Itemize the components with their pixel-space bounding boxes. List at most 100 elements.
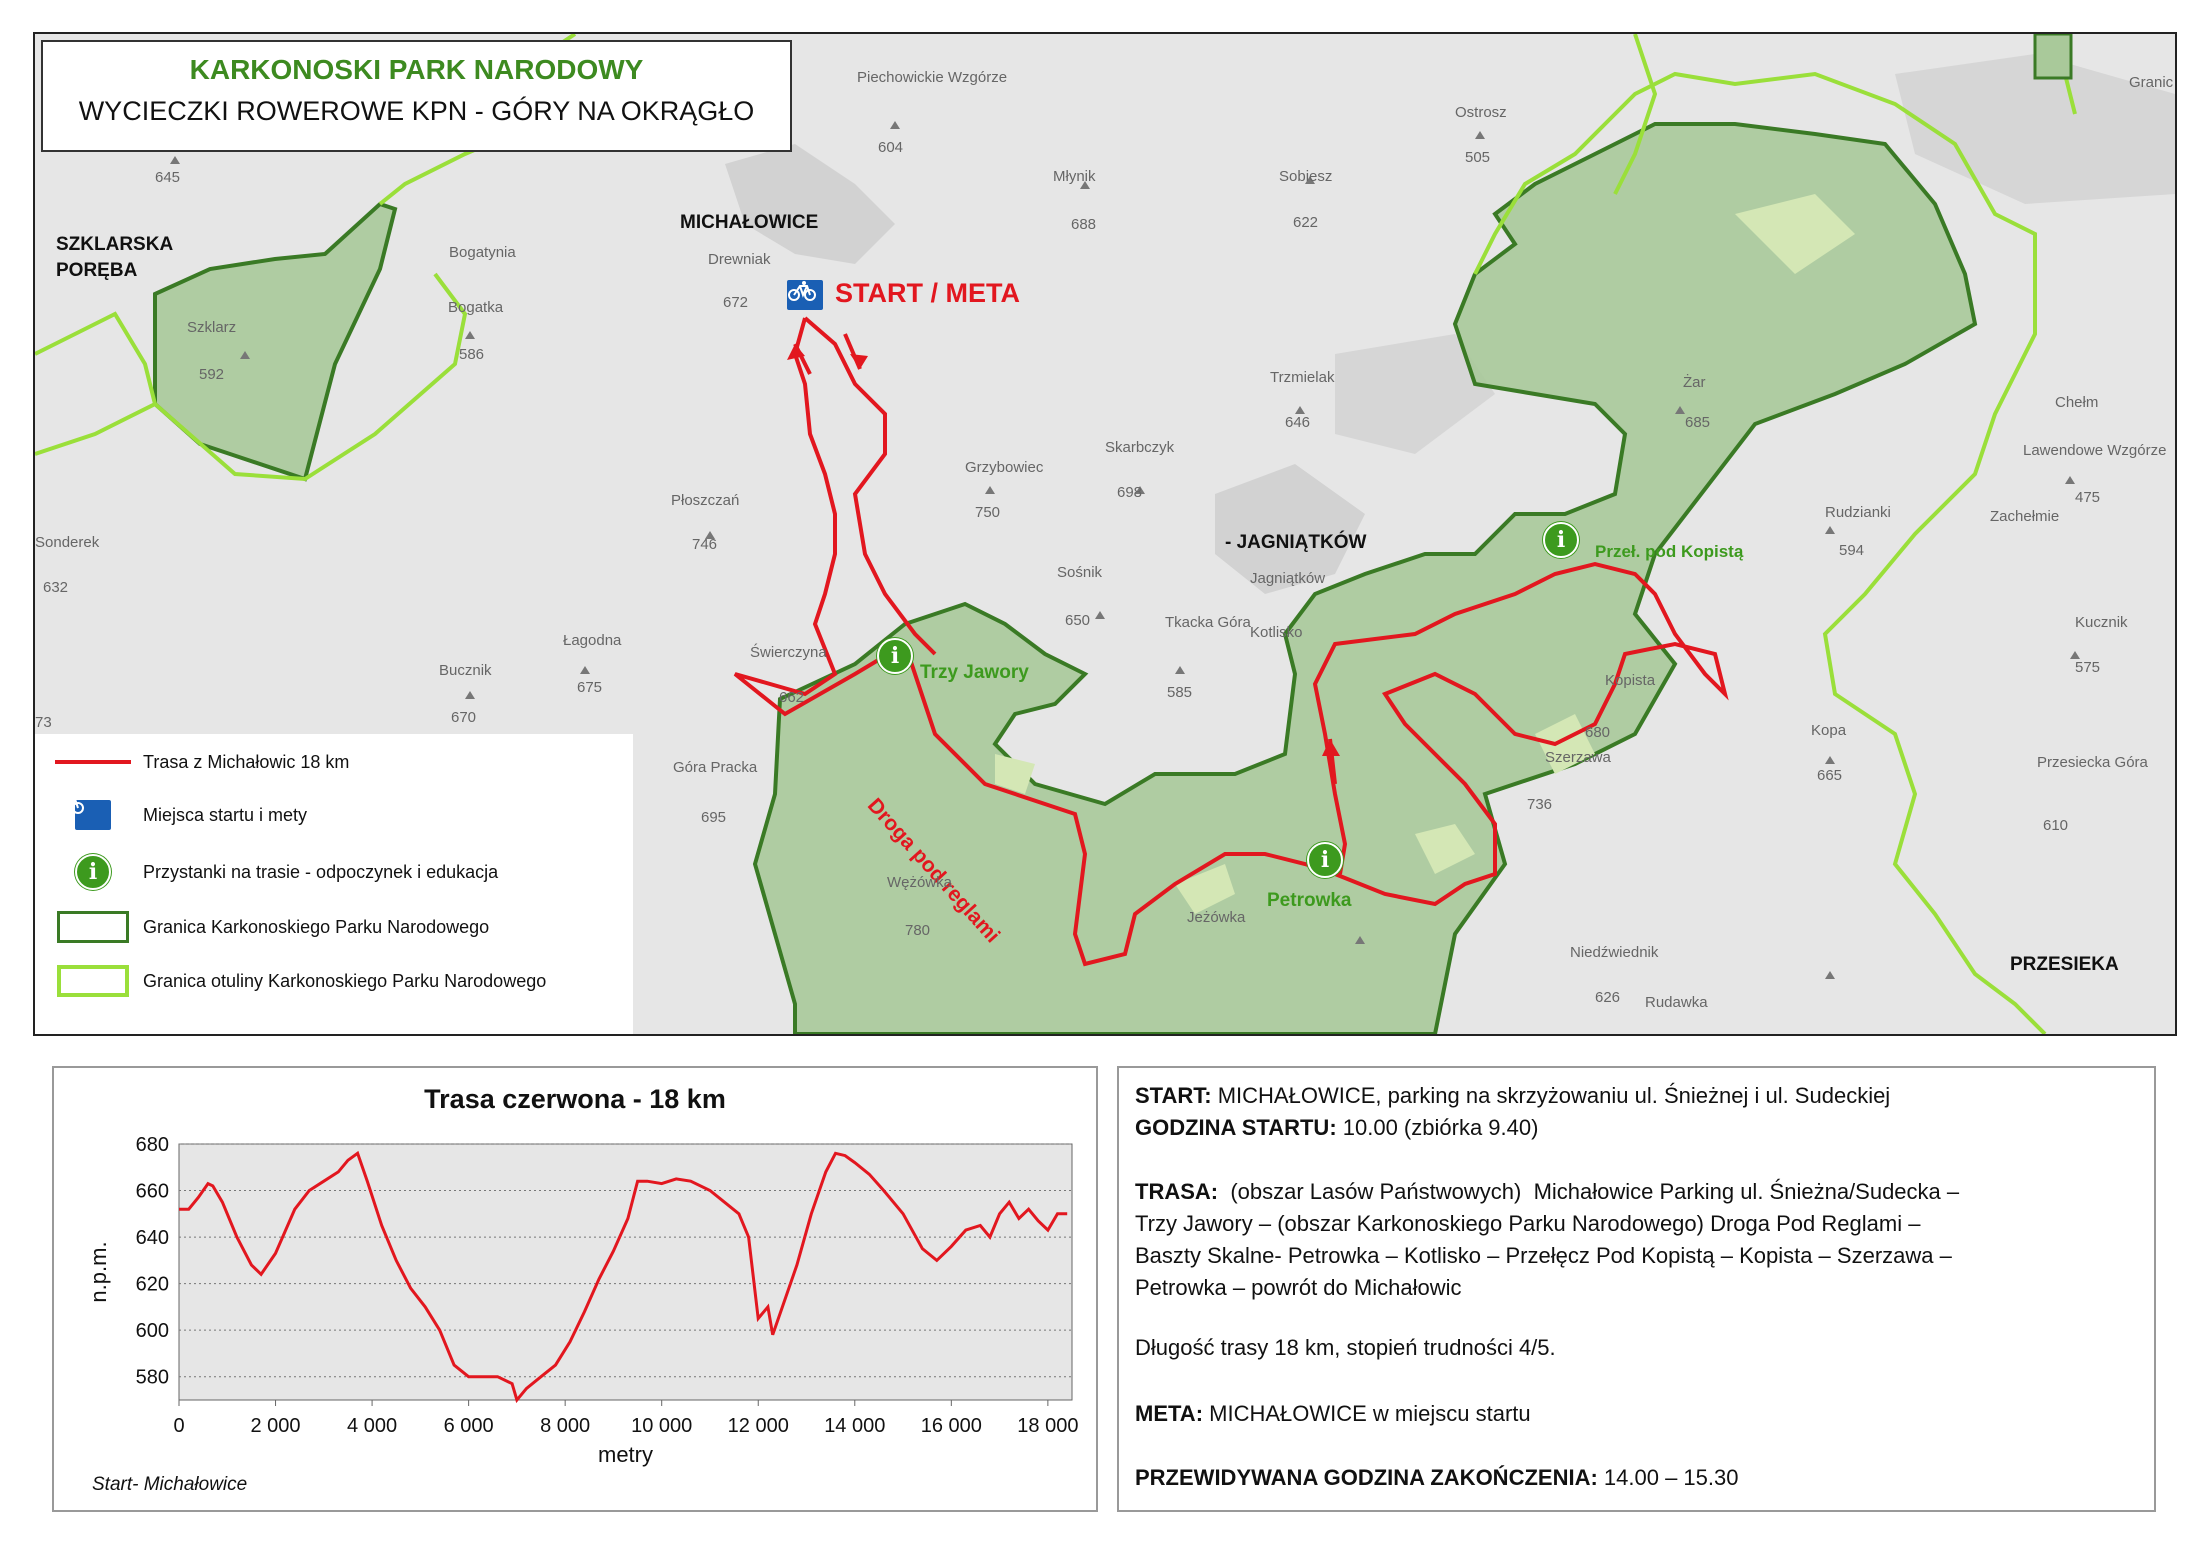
- place-name: Młynik: [1053, 168, 1096, 185]
- place-name: Zachełmie: [1990, 508, 2060, 525]
- place-name: Bogatynia: [449, 244, 516, 261]
- info-icon-trzy-jawory[interactable]: i: [877, 638, 913, 674]
- chart-title: Trasa czerwona - 18 km: [424, 1084, 726, 1114]
- place-name: Granic: [2129, 74, 2174, 91]
- place-name: Rudawka: [1645, 994, 1708, 1011]
- place-name: Tkacka Góra: [1165, 614, 1251, 631]
- info-trasa: TRASA: (obszar Lasów Państwowych) Michał…: [1135, 1176, 1959, 1207]
- peak-markers: [170, 121, 2080, 979]
- place-elev: 736: [1527, 796, 1553, 813]
- place-name: Kopa: [1811, 722, 1847, 739]
- place-elev: 475: [2075, 489, 2101, 506]
- place-name: Niedźwiednik: [1570, 944, 1659, 961]
- place-elev: 594: [1839, 542, 1865, 559]
- place-name: Sośnik: [1057, 564, 1103, 581]
- buffer-line-ne: [1613, 34, 1658, 195]
- place-name: Grzybowiec: [965, 459, 1044, 476]
- place-elev: 586: [459, 346, 485, 363]
- info-trasa-label: TRASA:: [1135, 1179, 1219, 1204]
- buffer-line-west: [35, 311, 158, 456]
- place-name: Drewniak: [708, 251, 771, 268]
- place-name: Piechowickie Wzgórze: [857, 69, 1008, 86]
- place-name: Lawendowe Wzgórze: [2023, 442, 2167, 459]
- place-name: Ostrosz: [1455, 104, 1507, 121]
- x-tick-label: 4 000: [347, 1415, 397, 1437]
- stop-label-kopista: Przeł. pod Kopistą: [1595, 542, 1744, 561]
- town-area-ne: [1895, 54, 2175, 204]
- town-area-jagniatkow: [1215, 464, 1365, 594]
- town-label-jagniatkow: - JAGNIĄTKÓW: [1225, 532, 1367, 553]
- place-elev: 585: [1167, 684, 1193, 701]
- y-tick-label: 600: [136, 1320, 169, 1342]
- place-name: Kopista: [1605, 672, 1656, 689]
- place-name: Sonderek: [35, 534, 100, 551]
- x-tick-label: 10 000: [631, 1415, 692, 1437]
- info-end-text: 14.00 – 15.30: [1597, 1465, 1739, 1490]
- x-tick-label: 0: [173, 1415, 184, 1437]
- info-icon-petrowka[interactable]: i: [1307, 842, 1343, 878]
- place-elev: 592: [199, 366, 225, 383]
- bike-icon: [56, 794, 111, 830]
- park-polygon-small: [2033, 34, 2073, 80]
- info-trasa-line2: Trzy Jawory – (obszar Karkonoskiego Park…: [1135, 1211, 1921, 1236]
- start-meta-label: START / META: [835, 278, 1020, 308]
- x-tick-label: 8 000: [540, 1415, 590, 1437]
- x-tick-label: 2 000: [251, 1415, 301, 1437]
- town-label-poreba: PORĘBA: [56, 260, 138, 281]
- place-name: Chełm: [2055, 394, 2099, 411]
- map-legend: Trasa z Michałowic 18 km Miejsca startu …: [35, 734, 633, 1034]
- buffer-line-east: [1473, 71, 2047, 1034]
- place-name: Kotlisko: [1250, 624, 1303, 641]
- place-elev: 604: [878, 139, 904, 156]
- light-patch: [1735, 194, 1855, 274]
- plot-area: [178, 1143, 1073, 1401]
- place-name: Świerczyna: [750, 644, 827, 661]
- map-subtitle: WYCIECZKI ROWEROWE KPN - GÓRY NA OKRĄGŁO: [78, 96, 755, 126]
- place-elev: 670: [451, 709, 477, 726]
- place-elev: 626: [1595, 989, 1621, 1006]
- info-icon: i: [75, 854, 111, 890]
- legend-label-stops: Przystanki na trasie - odpoczynek i eduk…: [143, 861, 499, 882]
- legend-label-start: Miejsca startu i mety: [143, 804, 308, 825]
- place-elev: 780: [905, 922, 931, 939]
- place-name: Trzmielak: [1270, 369, 1335, 386]
- buffer-line-sw: [153, 272, 468, 482]
- route-arrowhead: [1322, 739, 1340, 756]
- legend-item-start: Miejsca startu i mety: [55, 793, 307, 837]
- elevation-chart: 580 600 620 640 660 680 0 2 000 4 000 6 000 8 000 1…: [86, 1134, 1078, 1467]
- info-trasa-line3: Baszty Skalne- Petrowka – Kotlisko – Prz…: [1135, 1243, 1952, 1268]
- place-name: Skarbczyk: [1105, 439, 1175, 456]
- map-panel: KARKONOSKI PARK NARODOWY WYCIECZKI ROWER…: [33, 32, 2177, 1036]
- place-elev: 646: [1285, 414, 1311, 431]
- route-red: [733, 317, 1729, 967]
- place-elev: 575: [2075, 659, 2101, 676]
- map-title: KARKONOSKI PARK NARODOWY: [189, 54, 644, 85]
- legend-label-route: Trasa z Michałowic 18 km: [143, 751, 350, 772]
- x-axis-label: metry: [598, 1442, 653, 1467]
- place-name: Szerzawa: [1545, 749, 1611, 766]
- legend-item-stops: i Przystanki na trasie - odpoczynek i ed…: [55, 850, 498, 894]
- y-tick-label: 640: [136, 1227, 169, 1249]
- place-elev: 688: [1071, 216, 1097, 233]
- info-length: Długość trasy 18 km, stopień trudności 4…: [1135, 1335, 1556, 1360]
- light-patch: [1175, 864, 1235, 914]
- stop-label-trzy-jawory: Trzy Jawory: [920, 662, 1029, 683]
- info-icon-kopista[interactable]: i: [1543, 522, 1579, 558]
- info-start-text: MICHAŁOWICE, parking na skrzyżowaniu ul.…: [1211, 1083, 1891, 1108]
- start-bike-icon[interactable]: [787, 280, 823, 310]
- place-elev: 746: [692, 536, 718, 553]
- chart-note: Start- Michałowice: [92, 1474, 248, 1495]
- town-area-mid: [1335, 334, 1495, 454]
- elevation-chart-panel: Trasa czerwona - 18 km 580 600 620 640 660 68…: [52, 1066, 1098, 1512]
- light-patch: [995, 754, 1035, 794]
- info-meta-text: MICHAŁOWICE w miejscu startu: [1203, 1401, 1531, 1426]
- info-trasa-line4: Petrowka – powrót do Michałowic: [1135, 1275, 1462, 1300]
- route-line-swatch: [55, 760, 131, 764]
- town-area-michalowice: [725, 144, 895, 264]
- place-name: Bogatka: [448, 299, 504, 316]
- place-name: Kucznik: [2075, 614, 2128, 631]
- info-trasa-line1: (obszar Lasów Państwowych) Michałowice P…: [1218, 1179, 1960, 1204]
- buffer-border-swatch: [57, 965, 129, 997]
- info-time-label: GODZINA STARTU:: [1135, 1115, 1337, 1140]
- place-elev: 672: [723, 294, 749, 311]
